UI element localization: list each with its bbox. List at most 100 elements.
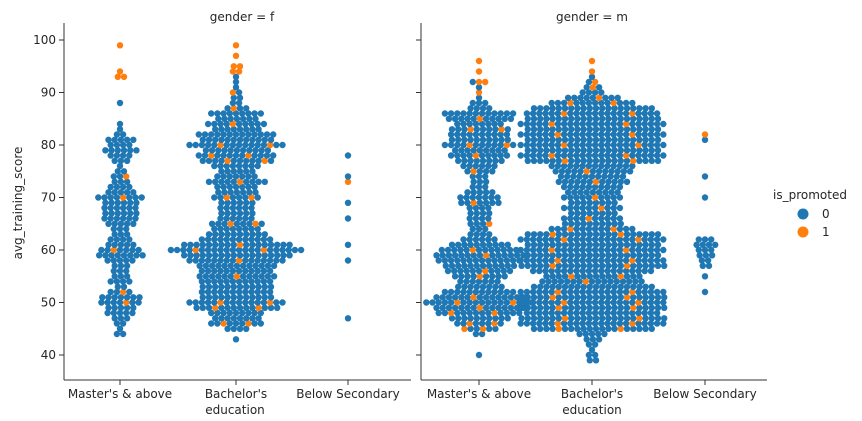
- point-not-promoted: [579, 309, 586, 317]
- point-not-promoted: [611, 199, 618, 206]
- point-not-promoted: [208, 309, 215, 317]
- point-not-promoted: [489, 189, 496, 196]
- point-not-promoted: [647, 131, 655, 138]
- point-not-promoted: [469, 225, 476, 233]
- point-not-promoted: [636, 304, 643, 311]
- point-not-promoted: [585, 225, 593, 233]
- point-not-promoted: [243, 136, 250, 143]
- point-not-promoted: [251, 110, 258, 117]
- point-not-promoted: [476, 178, 484, 185]
- point-not-promoted: [478, 120, 486, 128]
- point-not-promoted: [488, 278, 495, 285]
- point-not-promoted: [642, 325, 649, 332]
- point-not-promoted: [473, 241, 480, 248]
- point-not-promoted: [223, 141, 230, 149]
- point-promoted: [617, 273, 624, 280]
- point-not-promoted: [123, 178, 131, 185]
- point-not-promoted: [439, 304, 446, 311]
- point-not-promoted: [573, 257, 580, 264]
- point-not-promoted: [230, 283, 237, 290]
- point-not-promoted: [610, 152, 617, 159]
- point-not-promoted: [571, 94, 578, 102]
- point-promoted: [123, 173, 130, 180]
- point-not-promoted: [458, 304, 465, 311]
- point-promoted: [227, 220, 234, 227]
- point-promoted: [582, 278, 589, 285]
- point-not-promoted: [636, 252, 643, 259]
- point-not-promoted: [617, 241, 624, 248]
- point-not-promoted: [653, 299, 661, 306]
- point-not-promoted: [461, 315, 468, 322]
- point-not-promoted: [568, 304, 575, 311]
- point-promoted: [585, 215, 593, 222]
- point-not-promoted: [229, 267, 237, 275]
- point-not-promoted: [548, 110, 555, 117]
- point-not-promoted: [560, 152, 568, 159]
- point-promoted: [635, 236, 642, 243]
- point-not-promoted: [257, 309, 264, 317]
- point-not-promoted: [220, 152, 227, 159]
- point-not-promoted: [199, 252, 206, 259]
- point-not-promoted: [701, 273, 709, 280]
- point-promoted: [560, 110, 568, 117]
- point-not-promoted: [536, 267, 543, 275]
- point-not-promoted: [586, 304, 593, 311]
- point-not-promoted: [111, 304, 118, 311]
- point-not-promoted: [580, 294, 587, 301]
- point-not-promoted: [660, 257, 667, 264]
- point-not-promoted: [107, 141, 114, 149]
- point-not-promoted: [567, 320, 574, 327]
- point-not-promoted: [661, 262, 668, 269]
- point-not-promoted: [648, 315, 655, 322]
- point-not-promoted: [524, 304, 531, 311]
- point-not-promoted: [642, 105, 649, 112]
- point-not-promoted: [466, 152, 473, 159]
- point-not-promoted: [236, 231, 244, 238]
- point-not-promoted: [458, 273, 465, 280]
- point-not-promoted: [270, 262, 278, 269]
- point-not-promoted: [224, 304, 231, 311]
- point-not-promoted: [648, 157, 655, 164]
- point-not-promoted: [561, 273, 569, 280]
- point-not-promoted: [641, 320, 648, 327]
- point-not-promoted: [264, 147, 272, 154]
- point-not-promoted: [266, 257, 274, 264]
- point-not-promoted: [580, 178, 587, 185]
- point-not-promoted: [133, 210, 140, 217]
- point-promoted: [555, 325, 562, 332]
- point-promoted: [476, 273, 484, 280]
- point-not-promoted: [503, 299, 511, 306]
- point-not-promoted: [475, 194, 483, 201]
- point-not-promoted: [592, 304, 600, 311]
- point-not-promoted: [605, 252, 612, 259]
- point-not-promoted: [661, 294, 668, 301]
- point-not-promoted: [607, 173, 614, 180]
- point-not-promoted: [542, 131, 549, 138]
- point-not-promoted: [123, 262, 131, 269]
- point-not-promoted: [610, 320, 617, 327]
- point-not-promoted: [464, 168, 471, 175]
- point-not-promoted: [469, 194, 476, 201]
- point-not-promoted: [251, 131, 258, 138]
- point-not-promoted: [108, 147, 115, 154]
- point-not-promoted: [586, 357, 593, 364]
- point-not-promoted: [111, 189, 118, 196]
- point-not-promoted: [224, 105, 231, 112]
- point-not-promoted: [254, 194, 261, 201]
- point-not-promoted: [217, 215, 224, 222]
- point-not-promoted: [472, 120, 480, 128]
- point-not-promoted: [470, 115, 477, 123]
- point-not-promoted: [223, 120, 230, 128]
- point-not-promoted: [622, 236, 630, 243]
- point-not-promoted: [536, 246, 543, 254]
- point-not-promoted: [223, 246, 230, 254]
- point-not-promoted: [464, 273, 471, 280]
- point-not-promoted: [568, 315, 575, 322]
- point-not-promoted: [246, 147, 253, 154]
- point-not-promoted: [567, 194, 574, 201]
- point-not-promoted: [242, 194, 249, 201]
- point-not-promoted: [475, 173, 483, 180]
- point-not-promoted: [543, 126, 550, 133]
- point-not-promoted: [647, 246, 655, 254]
- point-not-promoted: [187, 241, 194, 248]
